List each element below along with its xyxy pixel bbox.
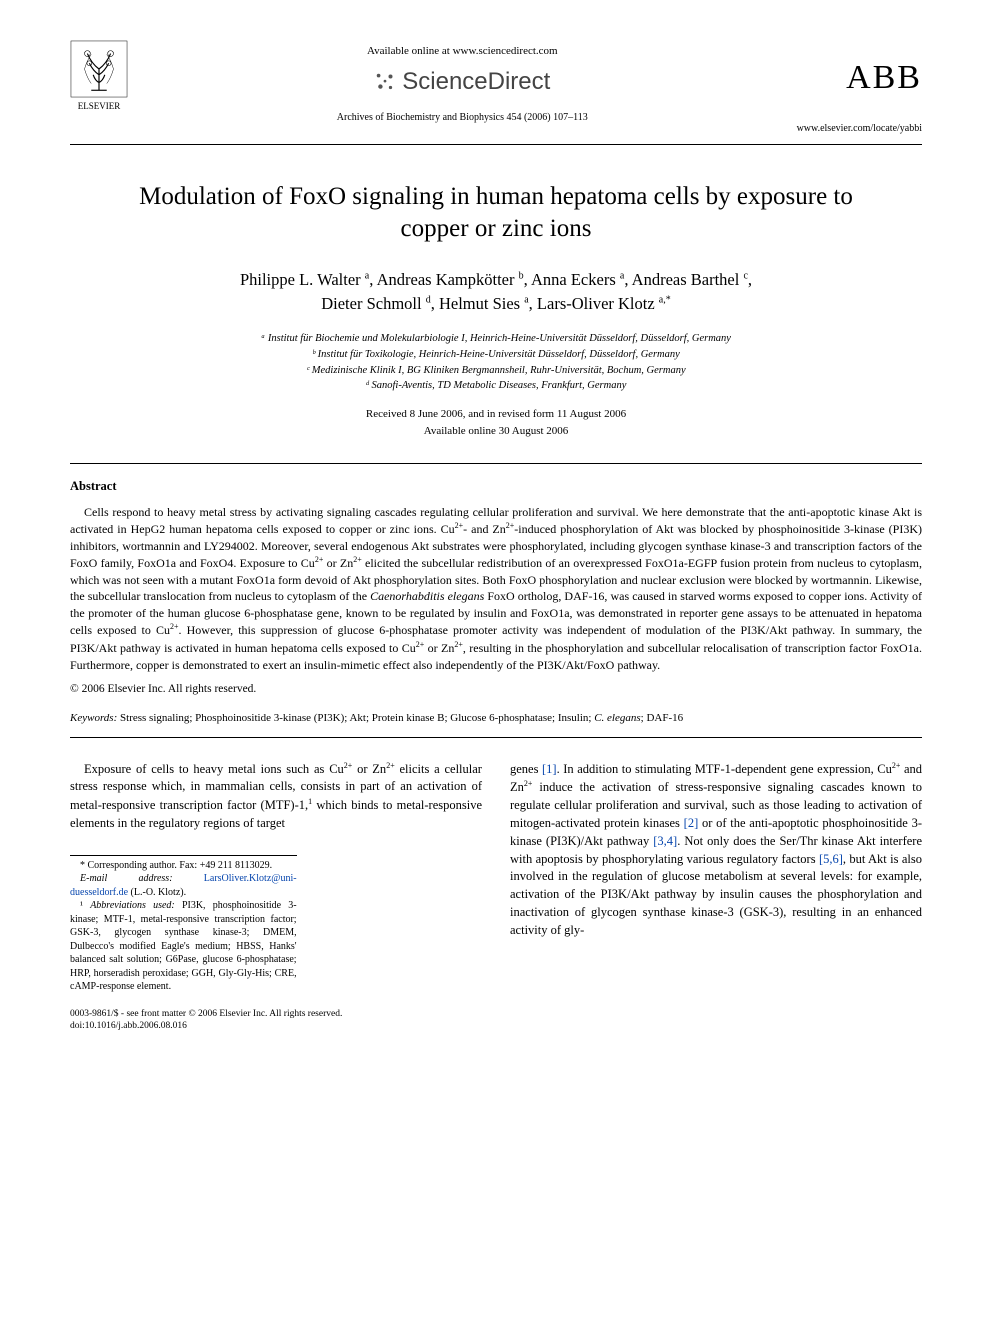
- received-date: Received 8 June 2006, and in revised for…: [70, 406, 922, 423]
- abstract-heading: Abstract: [70, 478, 922, 496]
- elsevier-logo: ELSEVIER: [70, 40, 128, 113]
- footnotes: * Corresponding author. Fax: +49 211 811…: [70, 855, 297, 994]
- front-matter-line: 0003-9861/$ - see front matter © 2006 El…: [70, 1008, 922, 1020]
- keywords-label: Keywords:: [70, 712, 117, 724]
- elsevier-tree-icon: [70, 40, 128, 98]
- affiliation-b: ᵇ Institut für Toxikologie, Heinrich-Hei…: [70, 347, 922, 363]
- journal-reference: Archives of Biochemistry and Biophysics …: [128, 111, 797, 125]
- abbreviations-footnote: ¹ Abbreviations used: PI3K, phosphoinosi…: [70, 899, 297, 994]
- keywords-line: Keywords: Stress signaling; Phosphoinosi…: [70, 711, 922, 726]
- elsevier-label: ELSEVIER: [78, 100, 121, 113]
- sciencedirect-icon: [374, 71, 396, 93]
- header-divider: [70, 144, 922, 145]
- right-para: genes [1]. In addition to stimulating MT…: [510, 760, 922, 940]
- copyright-text: © 2006 Elsevier Inc. All rights reserved…: [70, 681, 922, 697]
- body-columns: Exposure of cells to heavy metal ions su…: [70, 760, 922, 994]
- online-date: Available online 30 August 2006: [70, 423, 922, 440]
- authors-list: Philippe L. Walter a, Andreas Kampkötter…: [120, 268, 872, 318]
- email-tail: (L.-O. Klotz).: [128, 887, 186, 898]
- ref-link-1[interactable]: [1]: [542, 762, 557, 776]
- abstract-text: Cells respond to heavy metal stress by a…: [70, 504, 922, 673]
- ref-link-56[interactable]: [5,6]: [819, 852, 843, 866]
- center-branding: Available online at www.sciencedirect.co…: [128, 40, 797, 125]
- journal-logo-block: ABB www.elsevier.com/locate/yabbi: [797, 40, 922, 136]
- left-column: Exposure of cells to heavy metal ions su…: [70, 760, 482, 994]
- sciencedirect-logo: ScienceDirect: [128, 65, 797, 99]
- email-footnote: E-mail address: LarsOliver.Klotz@uni-due…: [70, 872, 297, 899]
- sciencedirect-text: ScienceDirect: [402, 65, 550, 99]
- affiliation-c: ᶜ Medizinische Klinik I, BG Kliniken Ber…: [70, 363, 922, 379]
- ref-link-2[interactable]: [2]: [684, 816, 699, 830]
- corresponding-footnote: * Corresponding author. Fax: +49 211 811…: [70, 859, 297, 873]
- abstract-top-divider: [70, 463, 922, 464]
- keywords-text: Stress signaling; Phosphoinositide 3-kin…: [120, 712, 683, 724]
- email-label: E-mail address:: [80, 873, 173, 884]
- article-title: Modulation of FoxO signaling in human he…: [130, 181, 862, 246]
- available-online-text: Available online at www.sciencedirect.co…: [128, 44, 797, 59]
- locate-url: www.elsevier.com/locate/yabbi: [797, 122, 922, 136]
- abstract-bottom-divider: [70, 737, 922, 738]
- ref-link-34[interactable]: [3,4]: [653, 834, 677, 848]
- affiliation-d: ᵈ Sanofi-Aventis, TD Metabolic Diseases,…: [70, 378, 922, 394]
- left-para: Exposure of cells to heavy metal ions su…: [70, 760, 482, 833]
- header: ELSEVIER Available online at www.science…: [70, 40, 922, 136]
- affiliations: ᵃ Institut für Biochemie und Molekularbi…: [70, 331, 922, 394]
- article-dates: Received 8 June 2006, and in revised for…: [70, 406, 922, 439]
- doi-line: doi:10.1016/j.abb.2006.08.016: [70, 1020, 922, 1032]
- bottom-meta: 0003-9861/$ - see front matter © 2006 El…: [70, 1008, 922, 1033]
- abb-text: ABB: [797, 54, 922, 102]
- affiliation-a: ᵃ Institut für Biochemie und Molekularbi…: [70, 331, 922, 347]
- right-column: genes [1]. In addition to stimulating MT…: [510, 760, 922, 994]
